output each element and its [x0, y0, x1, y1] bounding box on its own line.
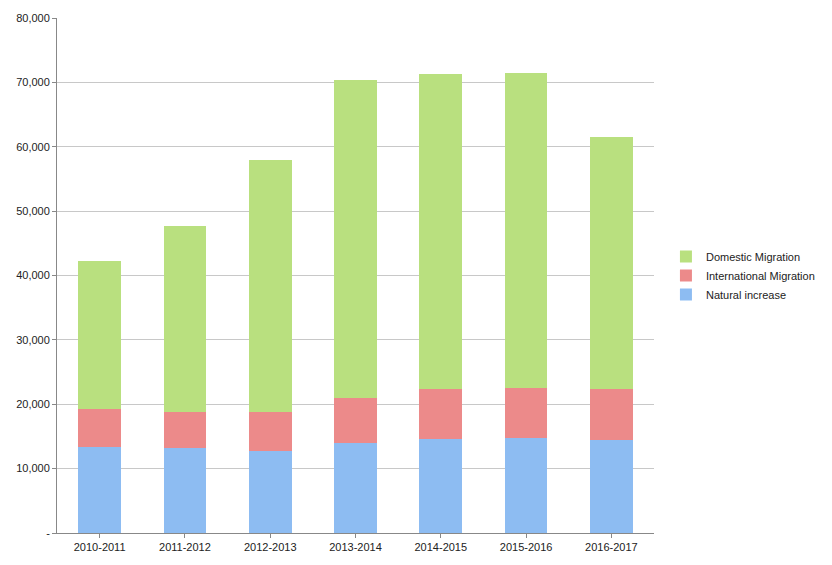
svg-text:30,000: 30,000 — [16, 334, 50, 346]
svg-text:20,000: 20,000 — [16, 398, 50, 410]
svg-text:Domestic Migration: Domestic Migration — [706, 251, 800, 263]
svg-text:2014-2015: 2014-2015 — [414, 541, 467, 553]
svg-text:Natural increase: Natural increase — [706, 289, 786, 301]
svg-text:40,000: 40,000 — [16, 269, 50, 281]
svg-text:70,000: 70,000 — [16, 76, 50, 88]
svg-text:50,000: 50,000 — [16, 205, 50, 217]
svg-text:2012-2013: 2012-2013 — [244, 541, 297, 553]
svg-text:International Migration: International Migration — [706, 270, 815, 282]
svg-text:10,000: 10,000 — [16, 462, 50, 474]
svg-text:2011-2012: 2011-2012 — [159, 541, 211, 553]
svg-text:80,000: 80,000 — [16, 12, 50, 24]
svg-text:2016-2017: 2016-2017 — [585, 541, 638, 553]
svg-text:2013-2014: 2013-2014 — [329, 541, 382, 553]
svg-text:60,000: 60,000 — [16, 141, 50, 153]
svg-text:2015-2016: 2015-2016 — [500, 541, 553, 553]
svg-text:2010-2011: 2010-2011 — [74, 541, 126, 553]
svg-text:-: - — [46, 527, 50, 539]
